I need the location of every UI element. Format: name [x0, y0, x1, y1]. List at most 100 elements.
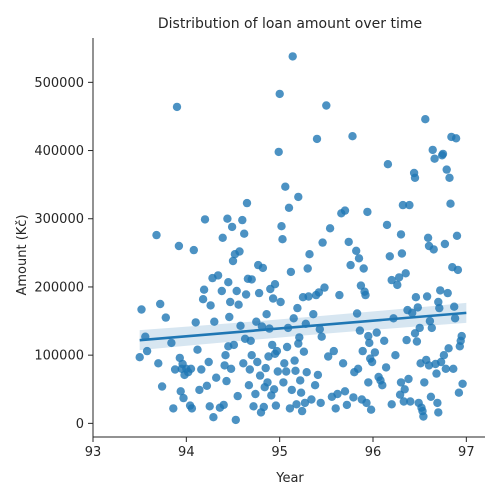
points-layer [135, 52, 467, 425]
data-point [177, 364, 186, 373]
data-point [294, 339, 303, 348]
data-point [226, 297, 235, 307]
data-point [364, 378, 373, 387]
data-point [205, 402, 214, 411]
y-tick-label: 100000 [34, 349, 84, 364]
data-point [291, 366, 300, 375]
y-tick-label: 0 [76, 417, 84, 432]
data-point [420, 378, 429, 387]
data-point [242, 198, 252, 208]
data-point [226, 364, 236, 373]
y-tick-label: 300000 [34, 212, 84, 227]
data-point [247, 275, 256, 284]
data-point [410, 329, 420, 338]
data-point [218, 233, 227, 242]
data-point [400, 385, 409, 394]
data-point [295, 333, 304, 342]
data-point [415, 323, 424, 333]
y-tick-label: 400000 [34, 144, 84, 159]
data-point [348, 132, 357, 141]
data-point [241, 290, 251, 299]
data-point [271, 401, 281, 410]
data-point [366, 405, 376, 414]
data-point [445, 173, 454, 182]
data-point [352, 309, 362, 318]
data-point [354, 254, 364, 263]
data-point [405, 200, 414, 210]
data-point [396, 230, 406, 239]
data-point [355, 326, 365, 335]
data-point [380, 336, 389, 345]
data-point [212, 373, 221, 382]
data-point [228, 256, 238, 266]
data-point [249, 402, 258, 411]
axes-layer [92, 38, 485, 438]
data-point [362, 398, 371, 408]
data-point [364, 331, 373, 341]
data-point [236, 321, 245, 330]
data-point [204, 357, 213, 367]
data-point [254, 288, 264, 298]
data-point [270, 280, 280, 289]
data-point [197, 365, 206, 374]
data-point [296, 388, 306, 397]
data-point [422, 292, 432, 301]
data-point [353, 364, 363, 373]
data-point [442, 165, 451, 174]
data-point [292, 400, 301, 409]
data-point [305, 250, 314, 259]
data-point [325, 224, 335, 233]
data-point [387, 275, 396, 285]
data-point [410, 173, 420, 182]
data-point [419, 412, 428, 421]
data-point [293, 303, 302, 313]
data-point [440, 239, 450, 249]
data-point [262, 310, 271, 319]
data-point [261, 363, 270, 373]
data-point [235, 247, 244, 256]
x-tick-label: 94 [178, 445, 195, 460]
data-point [432, 369, 441, 378]
data-point [356, 281, 366, 290]
data-point [246, 336, 255, 345]
data-point [342, 400, 352, 410]
data-point [402, 335, 411, 345]
data-point [252, 317, 261, 326]
data-point [438, 149, 448, 159]
data-point [446, 199, 455, 208]
data-point [439, 351, 449, 360]
data-point [224, 342, 233, 351]
x-tick-label: 97 [458, 445, 475, 460]
y-axis-label: Amount (Kč) [15, 214, 30, 295]
data-point [161, 313, 170, 322]
regression-layer [139, 302, 467, 351]
data-point [157, 382, 167, 391]
data-point [302, 368, 311, 377]
data-point [224, 278, 233, 287]
data-point [454, 388, 464, 397]
data-point [195, 385, 204, 395]
data-point [288, 52, 297, 61]
data-point [349, 393, 358, 402]
x-tick-label: 96 [365, 445, 382, 460]
data-point [428, 145, 437, 155]
data-point [245, 365, 254, 374]
data-point [281, 182, 290, 191]
data-point [397, 249, 407, 258]
data-point [179, 393, 188, 403]
data-point [396, 378, 406, 387]
data-point [282, 342, 292, 352]
data-point [413, 303, 422, 312]
data-point [426, 392, 436, 401]
data-point [253, 357, 262, 367]
data-point [284, 203, 294, 212]
data-point [423, 233, 433, 242]
regression-line [139, 311, 467, 342]
data-point [363, 207, 372, 217]
data-point [209, 413, 218, 422]
data-point [176, 387, 185, 396]
data-point [268, 294, 278, 303]
data-point [282, 367, 291, 376]
data-point [274, 147, 283, 157]
data-point [383, 160, 393, 169]
